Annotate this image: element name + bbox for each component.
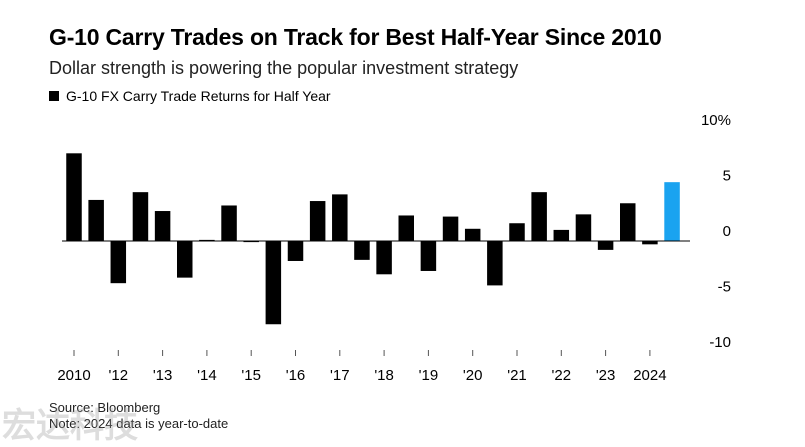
y-tick-label: 10% xyxy=(701,112,731,129)
bar xyxy=(88,199,104,241)
x-tick-label: '20 xyxy=(463,367,483,384)
bar xyxy=(354,241,370,260)
y-tick-label: -5 xyxy=(718,279,731,296)
bar xyxy=(642,241,658,245)
x-tick-label: '22 xyxy=(552,367,572,384)
y-tick-label: -10 xyxy=(709,334,731,351)
bar xyxy=(509,223,525,241)
bar xyxy=(398,215,414,241)
bars xyxy=(66,153,680,325)
bar xyxy=(265,241,282,325)
x-tick-label: 2024 xyxy=(633,367,666,384)
bar xyxy=(376,241,392,275)
x-tick-label: '21 xyxy=(507,367,527,384)
x-tick-label: '16 xyxy=(286,367,306,384)
bar xyxy=(199,239,215,241)
legend-swatch xyxy=(49,91,59,101)
bar xyxy=(597,241,614,250)
bar xyxy=(132,192,149,241)
legend: G-10 FX Carry Trade Returns for Half Yea… xyxy=(49,88,331,104)
x-tick-label: '18 xyxy=(374,367,394,384)
bar xyxy=(309,201,326,241)
x-tick-label: 2010 xyxy=(57,367,90,384)
x-tick-label: '15 xyxy=(241,367,261,384)
x-tick-label: '13 xyxy=(153,367,173,384)
y-axis: 10% 5 0 -5 -10 xyxy=(701,112,731,351)
bar xyxy=(332,194,348,241)
data-note: Note: 2024 data is year-to-date xyxy=(49,416,229,431)
x-tick-label: '23 xyxy=(596,367,616,384)
bar xyxy=(243,241,259,243)
bar xyxy=(487,241,503,286)
bar xyxy=(664,182,680,241)
x-tick-label: '12 xyxy=(109,367,129,384)
chart-subtitle: Dollar strength is powering the popular … xyxy=(49,58,519,78)
bar xyxy=(110,241,127,284)
y-tick-label: 5 xyxy=(723,168,731,185)
x-tick-label: '17 xyxy=(330,367,350,384)
y-tick-label: 0 xyxy=(723,223,731,240)
bar xyxy=(620,203,636,241)
bar xyxy=(464,228,481,241)
chart-title: G-10 Carry Trades on Track for Best Half… xyxy=(49,24,662,50)
x-tick-label: '14 xyxy=(197,367,217,384)
bar xyxy=(420,241,437,271)
footer: Source: Bloomberg Note: 2024 data is yea… xyxy=(49,400,228,432)
bar xyxy=(442,216,459,241)
bar xyxy=(553,229,570,241)
x-axis: 2010 '12 '13 '14 '15 '16 '17 '18 '19 '20 '21 '22 '23… xyxy=(57,350,667,384)
bar xyxy=(221,205,237,241)
bar xyxy=(66,153,82,241)
legend-label: G-10 FX Carry Trade Returns for Half Yea… xyxy=(66,88,331,104)
bar xyxy=(531,192,547,241)
x-tick-label: '19 xyxy=(419,367,439,384)
bar xyxy=(575,214,592,241)
bar xyxy=(154,211,171,241)
bar xyxy=(287,241,304,261)
source-note: Source: Bloomberg xyxy=(49,400,161,415)
bar xyxy=(177,241,193,278)
